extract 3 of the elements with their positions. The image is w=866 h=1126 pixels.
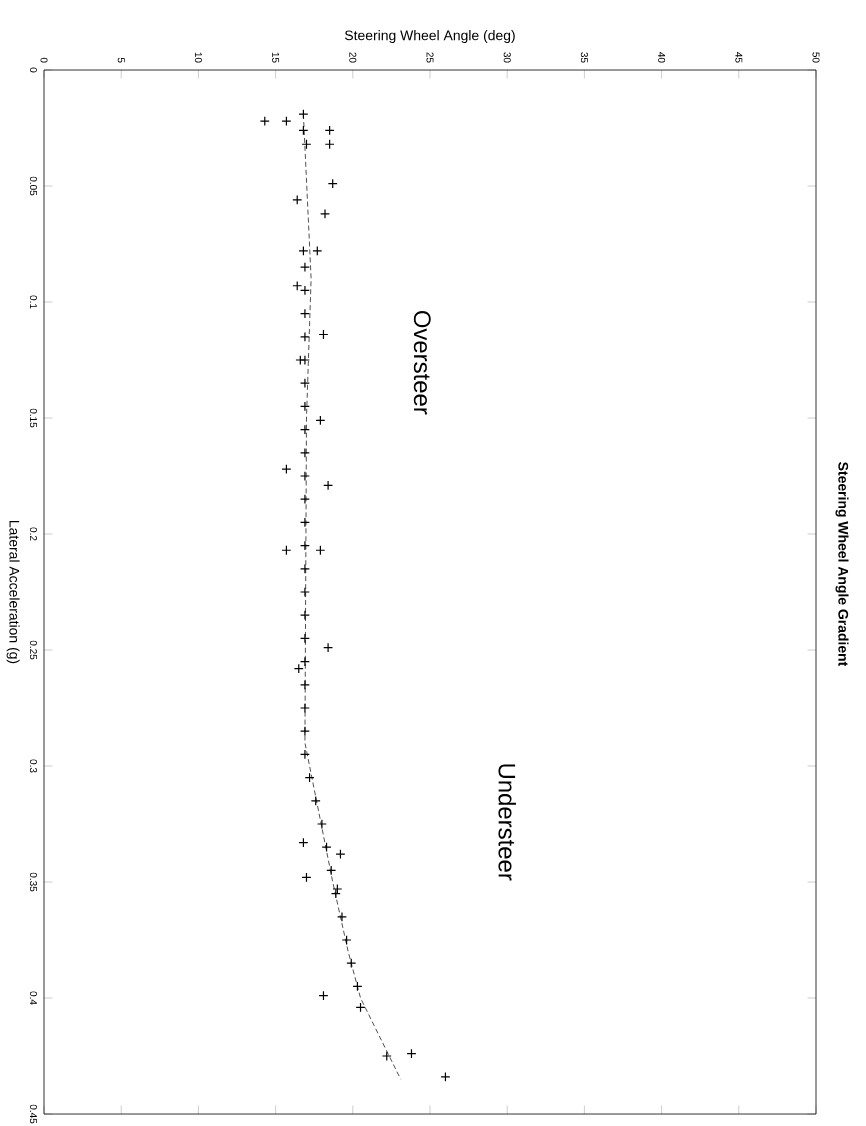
line-series bbox=[302, 113, 402, 1080]
annotation: Understeer bbox=[498, 764, 516, 881]
annotation: Oversteer bbox=[413, 310, 431, 415]
